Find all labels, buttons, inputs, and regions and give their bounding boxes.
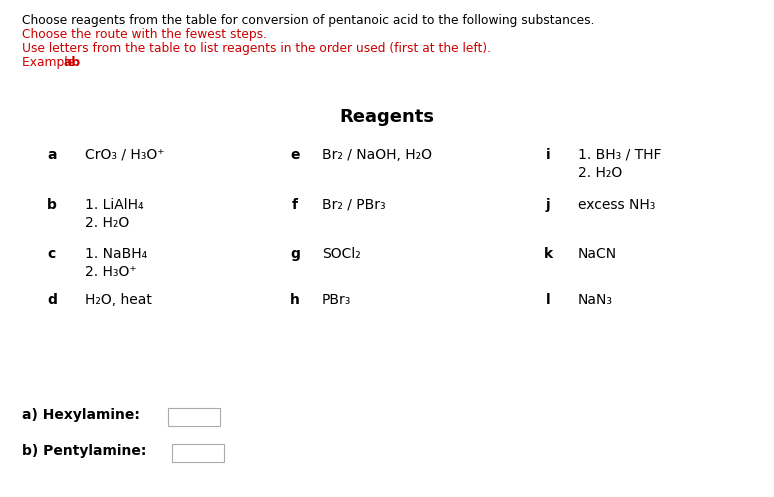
Text: CrO₃ / H₃O⁺: CrO₃ / H₃O⁺ xyxy=(85,148,165,162)
Text: NaCN: NaCN xyxy=(578,247,617,261)
Text: b) Pentylamine:: b) Pentylamine: xyxy=(22,444,146,458)
Text: 1. NaBH₄: 1. NaBH₄ xyxy=(85,247,147,261)
Text: f: f xyxy=(292,198,298,212)
Text: b: b xyxy=(47,198,57,212)
Text: h: h xyxy=(290,293,300,307)
Text: H₂O, heat: H₂O, heat xyxy=(85,293,152,307)
Text: excess NH₃: excess NH₃ xyxy=(578,198,656,212)
Text: Example:: Example: xyxy=(22,56,83,69)
Text: 1. LiAlH₄: 1. LiAlH₄ xyxy=(85,198,144,212)
Text: 2. H₂O: 2. H₂O xyxy=(578,166,622,180)
Text: NaN₃: NaN₃ xyxy=(578,293,613,307)
Text: Br₂ / NaOH, H₂O: Br₂ / NaOH, H₂O xyxy=(322,148,432,162)
Text: a: a xyxy=(47,148,57,162)
Text: Reagents: Reagents xyxy=(340,108,434,126)
Text: Use letters from the table to list reagents in the order used (first at the left: Use letters from the table to list reage… xyxy=(22,42,491,55)
Text: Br₂ / PBr₃: Br₂ / PBr₃ xyxy=(322,198,385,212)
Text: e: e xyxy=(290,148,300,162)
Text: Choose the route with the fewest steps.: Choose the route with the fewest steps. xyxy=(22,28,267,41)
Bar xyxy=(172,444,224,462)
Text: k: k xyxy=(543,247,553,261)
Text: a) Hexylamine:: a) Hexylamine: xyxy=(22,408,140,422)
Text: g: g xyxy=(290,247,300,261)
Text: Choose reagents from the table for conversion of pentanoic acid to the following: Choose reagents from the table for conve… xyxy=(22,14,594,27)
Text: 1. BH₃ / THF: 1. BH₃ / THF xyxy=(578,148,662,162)
Text: SOCl₂: SOCl₂ xyxy=(322,247,361,261)
Text: c: c xyxy=(48,247,57,261)
Bar xyxy=(168,408,220,426)
Text: j: j xyxy=(546,198,550,212)
Text: ab: ab xyxy=(63,56,80,69)
Text: 2. H₃O⁺: 2. H₃O⁺ xyxy=(85,265,137,279)
Text: PBr₃: PBr₃ xyxy=(322,293,351,307)
Text: 2. H₂O: 2. H₂O xyxy=(85,216,129,230)
Text: d: d xyxy=(47,293,57,307)
Text: i: i xyxy=(546,148,550,162)
Text: l: l xyxy=(546,293,550,307)
